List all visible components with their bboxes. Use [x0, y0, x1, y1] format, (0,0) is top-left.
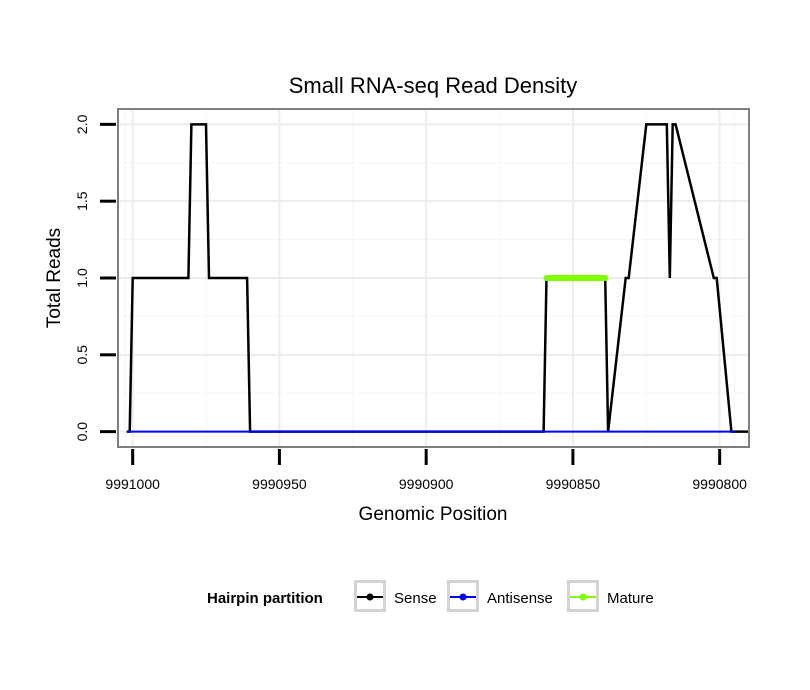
legend: Hairpin partition Sense Antisense Mature: [207, 580, 654, 612]
y-tick-label: 1.0: [74, 268, 90, 288]
plot-border: [117, 108, 750, 448]
x-tick-label: 9990900: [399, 476, 454, 492]
y-tick-label: 1.5: [74, 191, 90, 211]
y-axis-title: Total Reads: [44, 228, 65, 328]
x-tick-label: 9990800: [692, 476, 747, 492]
legend-sense-marker: [366, 593, 374, 601]
legend-sense-label: Sense: [394, 590, 437, 607]
legend-mature-label: Mature: [607, 590, 654, 607]
x-tick-label: 9990950: [252, 476, 307, 492]
legend-mature-marker: [579, 593, 587, 601]
y-tick-label: 0.0: [74, 422, 90, 442]
y-axis: 0.0 0.5 1.0 1.5 2.0: [74, 114, 116, 441]
legend-antisense-marker: [459, 593, 467, 601]
x-axis-title: Genomic Position: [359, 504, 508, 525]
legend-antisense-label: Antisense: [487, 590, 553, 607]
series-layer: [126, 123, 749, 433]
y-tick-label: 0.5: [74, 345, 90, 365]
x-axis: 9991000 9990950 9990900 9990850 9990800: [105, 449, 747, 492]
y-tick-label: 2.0: [74, 114, 90, 134]
chart-title: Small RNA-seq Read Density: [289, 73, 578, 98]
x-tick-label: 9990850: [546, 476, 601, 492]
legend-title: Hairpin partition: [207, 590, 323, 607]
x-tick-label: 9991000: [105, 476, 160, 492]
